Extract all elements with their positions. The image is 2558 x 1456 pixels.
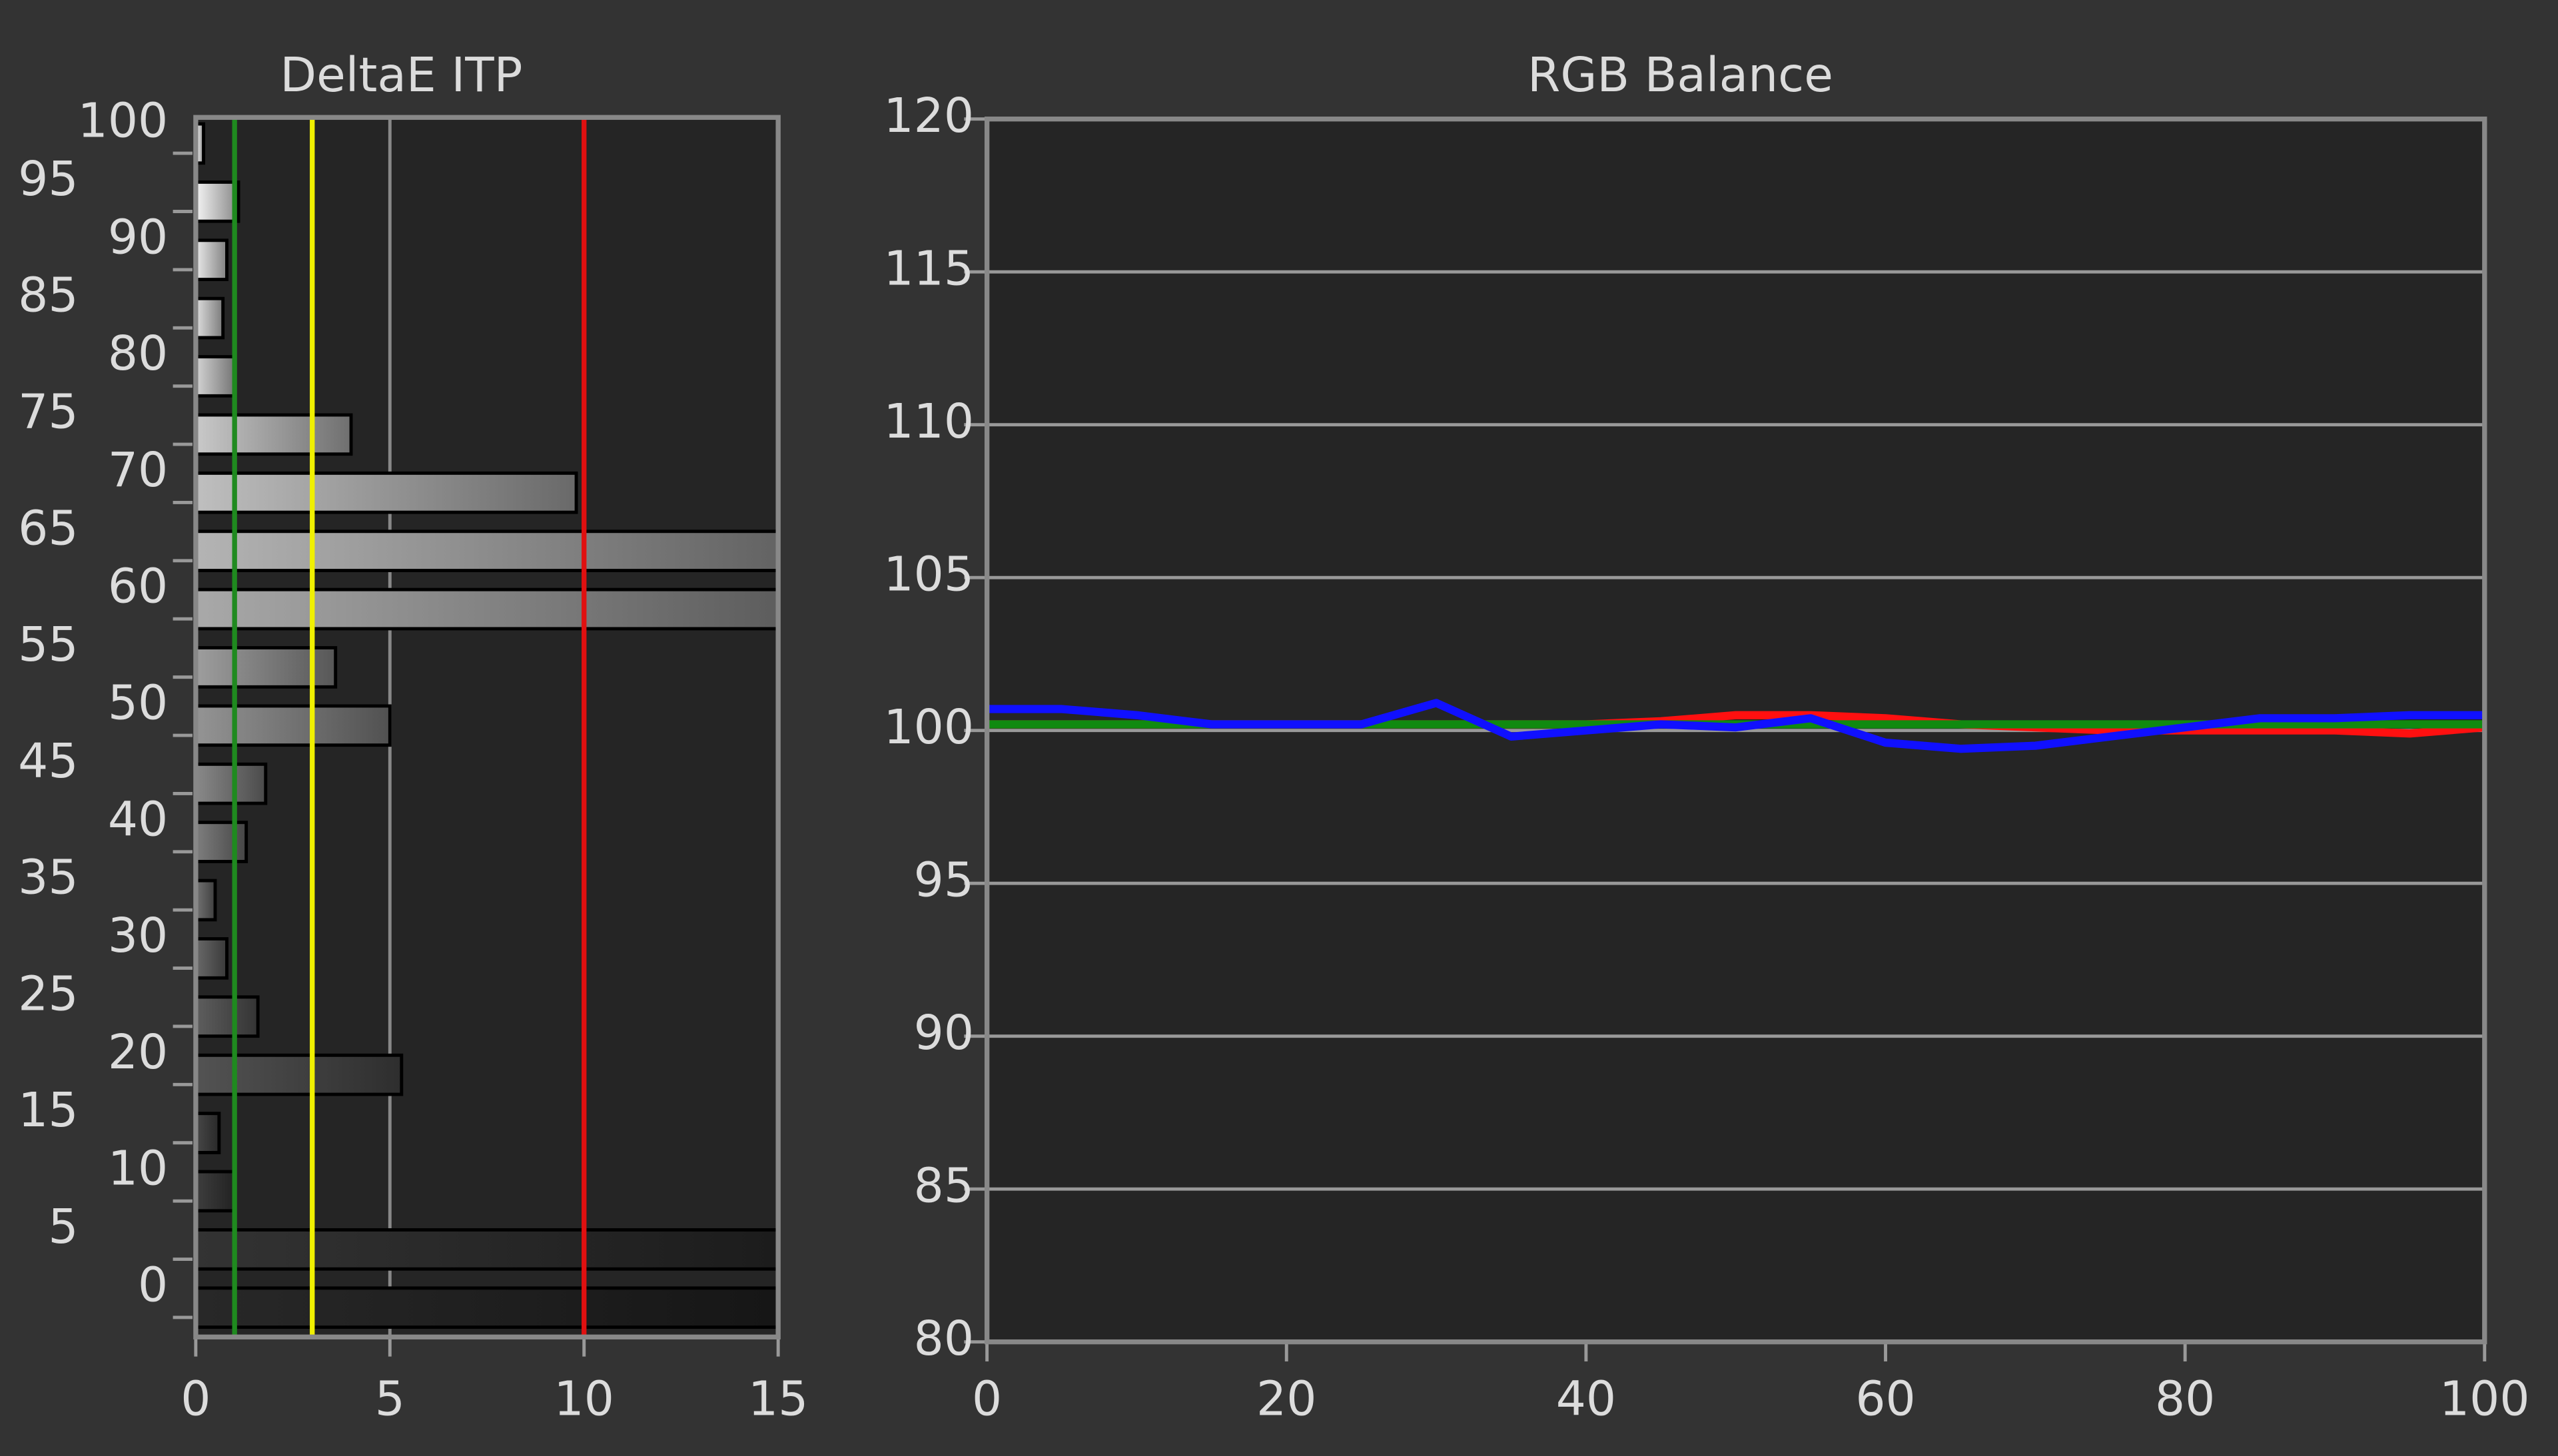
- y-tick-label: 115: [883, 241, 974, 296]
- y-tick-label: 85: [18, 268, 78, 323]
- y-tick-label: 0: [138, 1257, 168, 1312]
- y-tick-label: 100: [78, 93, 169, 149]
- y-tick-label: 65: [18, 500, 78, 555]
- chart-title: DeltaE ITP: [280, 47, 522, 103]
- y-tick-label: 80: [108, 326, 168, 381]
- y-tick-label: 35: [18, 850, 78, 905]
- y-tick-label: 30: [108, 908, 168, 963]
- y-tick-label: 60: [108, 559, 168, 614]
- bar: [194, 1112, 221, 1154]
- y-tick-label: 70: [108, 442, 168, 498]
- bar: [194, 296, 225, 340]
- y-tick-label: 40: [108, 791, 168, 847]
- y-tick-label: 120: [883, 88, 974, 143]
- x-tick-label: 0: [972, 1371, 1002, 1427]
- y-tick-label: 85: [914, 1158, 974, 1214]
- plot-frame: [193, 115, 781, 1339]
- plot-frame: [984, 117, 2487, 1345]
- bar: [194, 1228, 780, 1271]
- y-tick-label: 105: [883, 547, 974, 602]
- y-tick-label: 10: [108, 1141, 168, 1196]
- x-tick-label: 10: [554, 1371, 614, 1427]
- y-tick-label: 20: [108, 1024, 168, 1080]
- x-tick-label: 80: [2155, 1371, 2215, 1427]
- y-tick-label: 45: [18, 733, 78, 789]
- bar: [194, 821, 248, 863]
- chart-title: RGB Balance: [1527, 47, 1833, 103]
- x-tick-label: 0: [181, 1371, 211, 1427]
- bar: [194, 879, 217, 922]
- y-tick-label: 15: [18, 1082, 78, 1138]
- bar: [194, 587, 780, 631]
- bar: [194, 704, 392, 747]
- bar: [194, 1286, 780, 1329]
- y-tick-label: 50: [108, 675, 168, 730]
- series-line: [987, 699, 2485, 753]
- bar: [194, 180, 240, 223]
- x-tick-label: 100: [2439, 1371, 2530, 1427]
- y-tick-label: 55: [18, 617, 78, 672]
- bar: [194, 471, 578, 514]
- y-tick-label: 95: [914, 853, 974, 908]
- bar: [194, 1053, 404, 1096]
- y-tick-label: 25: [18, 966, 78, 1021]
- x-tick-label: 5: [375, 1371, 405, 1427]
- y-tick-label: 90: [914, 1005, 974, 1060]
- y-tick-label: 75: [18, 384, 78, 440]
- bar: [194, 355, 236, 398]
- bar: [194, 762, 268, 805]
- bar: [194, 238, 228, 282]
- x-tick-label: 40: [1556, 1371, 1616, 1427]
- bar: [194, 1170, 236, 1213]
- y-tick-label: 100: [883, 699, 974, 755]
- bar: [194, 995, 260, 1038]
- bar: [194, 530, 780, 572]
- bar: [194, 937, 228, 980]
- y-tick-label: 95: [18, 151, 78, 206]
- x-tick-label: 20: [1256, 1371, 1316, 1427]
- y-tick-label: 80: [914, 1311, 974, 1366]
- x-tick-label: 60: [1855, 1371, 1915, 1427]
- bar: [194, 413, 353, 456]
- y-tick-label: 90: [108, 209, 168, 264]
- y-tick-label: 5: [48, 1199, 78, 1254]
- x-tick-label: 15: [748, 1371, 808, 1427]
- y-tick-label: 110: [883, 394, 974, 449]
